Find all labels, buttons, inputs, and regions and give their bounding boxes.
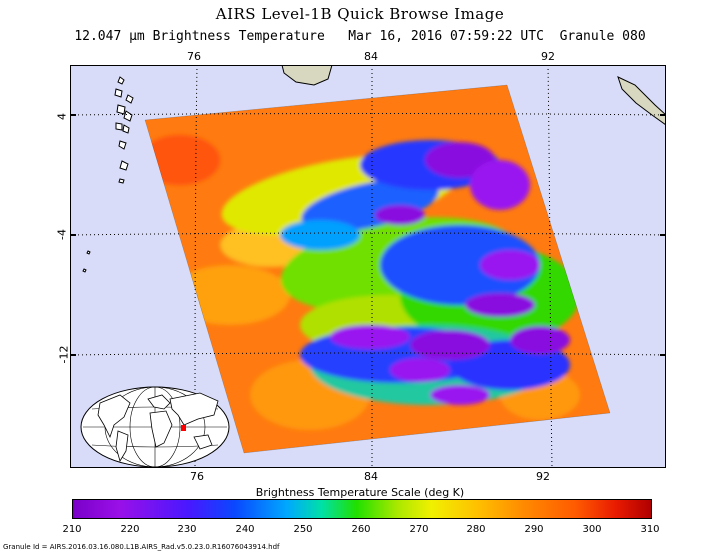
lat-label-left-4: 4 [55,113,69,120]
colorbar-tick: 290 [524,524,544,535]
image-title: AIRS Level-1B Quick Browse Image [215,5,505,23]
sri-lanka-land [281,65,333,86]
colorbar-tick: 260 [351,524,371,535]
colorbar-tick: 230 [177,524,197,535]
colorbar [72,499,652,519]
colorbar-tick: 240 [235,524,255,535]
image-subtitle: 12.047 μm Brightness Temperature Mar 16,… [74,29,646,44]
lat-label-left-m12: -12 [57,345,71,364]
colorbar-label: Brightness Temperature Scale (deg K) [255,486,465,499]
brightness-temperature-map [70,65,666,468]
map-frame [70,65,666,468]
colorbar-tick: 270 [409,524,429,535]
colorbar-tick: 210 [62,524,82,535]
maldives-islands [82,76,134,273]
lon-label-top-84: 84 [364,50,378,63]
globe-swath-marker [181,425,186,431]
lon-label-bottom-76: 76 [190,470,204,483]
frame-ticks [70,114,666,356]
lon-label-top-76: 76 [187,50,201,63]
globe-inset [80,386,230,468]
colorbar-tick: 280 [466,524,486,535]
granule-id: Granule Id = AIRS.2016.03.16.080.L1B.AIR… [3,543,280,551]
colorbar-tick: 310 [640,524,660,535]
lat-label-left-m4: -4 [55,229,69,240]
lon-label-bottom-92: 92 [536,470,550,483]
lon-label-top-92: 92 [541,50,555,63]
sumatra-land [617,76,666,126]
colorbar-tick: 220 [120,524,140,535]
lon-label-bottom-84: 84 [364,470,378,483]
airs-swath [145,85,610,453]
colorbar-tick: 300 [582,524,602,535]
colorbar-tick: 250 [293,524,313,535]
